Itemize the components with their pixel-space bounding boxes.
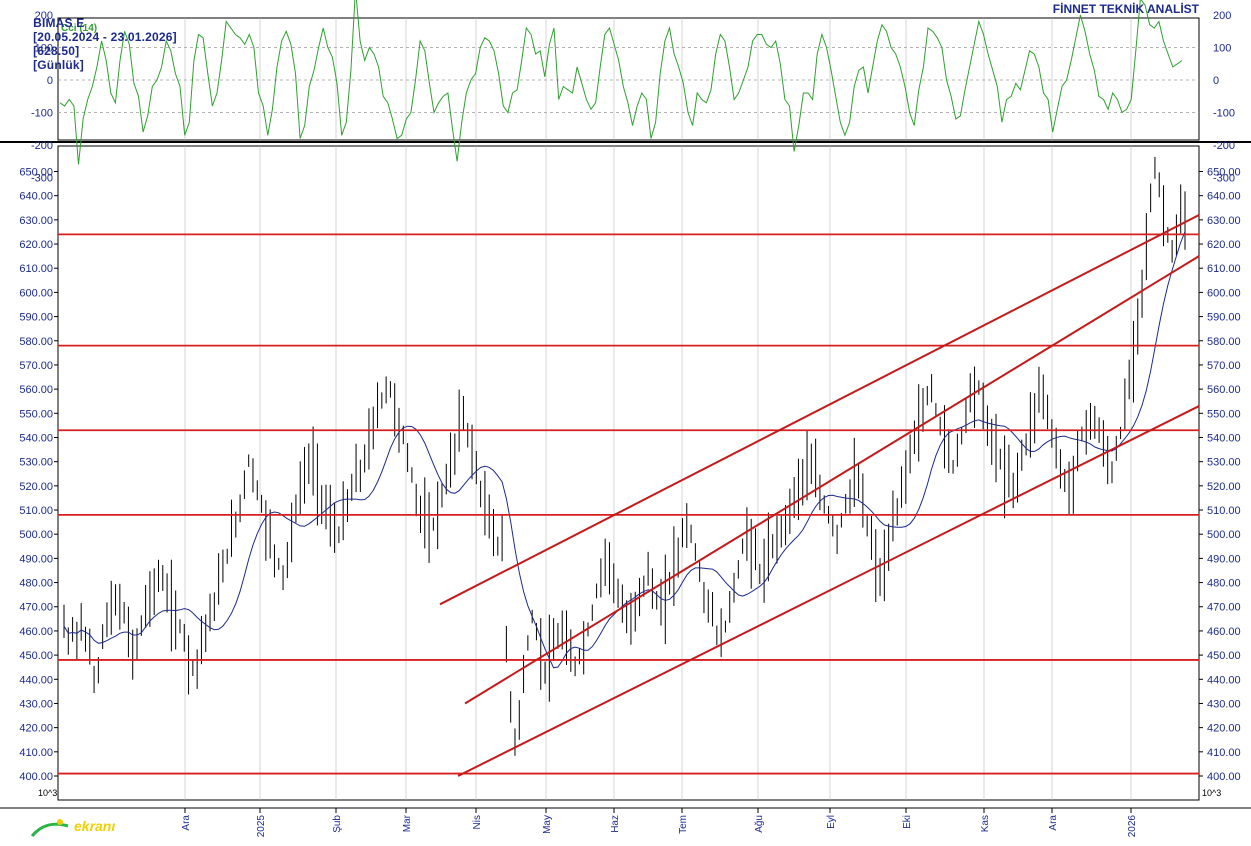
- price-right-tick-label: 640.00: [1207, 191, 1241, 203]
- price-right-tick-label: 460.00: [1207, 626, 1241, 638]
- price-left-tick-label: 530.00: [19, 457, 53, 469]
- price-right-tick-label: 490.00: [1207, 553, 1241, 565]
- price-right-tick-label: 540.00: [1207, 432, 1241, 444]
- cci-right-tick-label: -100: [1213, 108, 1235, 120]
- price-left-tick-label: 440.00: [19, 674, 53, 686]
- cci-right-tick-label: 200: [1213, 10, 1231, 22]
- price-left-tick-label: 600.00: [19, 287, 53, 299]
- price-right-tick-label: 550.00: [1207, 408, 1241, 420]
- moving-average-line: [63, 231, 1186, 669]
- price-right-tick-label: 610.00: [1207, 263, 1241, 275]
- cci-right-tick-label: -300: [1213, 173, 1235, 185]
- left-unit-label: 10^3: [38, 788, 57, 798]
- logo: ekranı: [30, 814, 140, 840]
- price-right-tick-label: 580.00: [1207, 336, 1241, 348]
- date-range-label: [20.05.2024 - 23.01.2026]: [33, 30, 177, 44]
- cci-left-tick-label: -100: [31, 108, 53, 120]
- cci-right-tick-label: 0: [1213, 75, 1219, 87]
- month-label: Kas: [980, 815, 991, 832]
- price-right-tick-label: 570.00: [1207, 360, 1241, 372]
- price-left-tick-label: 640.00: [19, 191, 53, 203]
- price-right-tick-label: 470.00: [1207, 602, 1241, 614]
- price-left-tick-label: 480.00: [19, 578, 53, 590]
- month-label: Eki: [902, 815, 913, 829]
- month-label: 2026: [1127, 815, 1138, 838]
- trend-channel-line: [464, 255, 1200, 705]
- price-left-tick-label: 620.00: [19, 239, 53, 251]
- last-price-label: [628.50]: [33, 44, 80, 58]
- price-right-tick-label: 650.00: [1207, 167, 1241, 179]
- price-left-tick-label: 510.00: [19, 505, 53, 517]
- month-label: 2025: [256, 815, 267, 838]
- month-label: Ağu: [754, 815, 765, 833]
- price-right-tick-label: 600.00: [1207, 287, 1241, 299]
- price-left-tick-label: 520.00: [19, 481, 53, 493]
- price-right-tick-label: 530.00: [1207, 457, 1241, 469]
- price-right-tick-label: 560.00: [1207, 384, 1241, 396]
- cci-right-tick-label: -200: [1213, 140, 1235, 152]
- price-left-tick-label: 490.00: [19, 553, 53, 565]
- month-label: Eyl: [826, 815, 837, 829]
- cci-line: [59, 0, 1183, 165]
- month-label: Ara: [1048, 815, 1059, 831]
- source-label: FİNNET TEKNİK ANALİST: [1052, 2, 1199, 16]
- price-left-tick-label: 610.00: [19, 263, 53, 275]
- price-left-tick-label: 460.00: [19, 626, 53, 638]
- price-left-tick-label: 450.00: [19, 650, 53, 662]
- cci-left-tick-label: 100: [35, 43, 53, 55]
- price-left-tick-label: 560.00: [19, 384, 53, 396]
- price-right-tick-label: 510.00: [1207, 505, 1241, 517]
- instrument-label: BIMAS E: [33, 16, 85, 30]
- price-left-tick-label: 590.00: [19, 312, 53, 324]
- month-label: Şub: [332, 815, 343, 833]
- price-right-tick-label: 430.00: [1207, 698, 1241, 710]
- price-right-tick-label: 420.00: [1207, 723, 1241, 735]
- price-left-tick-label: 500.00: [19, 529, 53, 541]
- cci-left-tick-label: 0: [47, 75, 53, 87]
- price-left-tick-label: 420.00: [19, 723, 53, 735]
- price-left-tick-label: 580.00: [19, 336, 53, 348]
- price-right-tick-label: 400.00: [1207, 771, 1241, 783]
- price-left-tick-label: 430.00: [19, 698, 53, 710]
- price-right-tick-label: 620.00: [1207, 239, 1241, 251]
- price-left-tick-label: 630.00: [19, 215, 53, 227]
- cci-left-tick-label: 200: [35, 10, 53, 22]
- price-right-tick-label: 410.00: [1207, 747, 1241, 759]
- month-label: Haz: [610, 815, 621, 833]
- price-left-tick-label: 540.00: [19, 432, 53, 444]
- cci-right-tick-label: 100: [1213, 43, 1231, 55]
- cci-left-tick-label: -300: [31, 173, 53, 185]
- price-left-tick-label: 470.00: [19, 602, 53, 614]
- price-left-tick-label: 550.00: [19, 408, 53, 420]
- trend-channel-line: [457, 405, 1200, 777]
- cci-panel-frame: [57, 17, 1200, 141]
- chart-header: BIMAS E [20.05.2024 - 23.01.2026] [628.5…: [26, 2, 177, 72]
- price-right-tick-label: 440.00: [1207, 674, 1241, 686]
- price-left-tick-label: 570.00: [19, 360, 53, 372]
- month-label: Nis: [472, 815, 483, 829]
- cci-series-label: Cci (14): [61, 23, 97, 34]
- price-right-tick-label: 500.00: [1207, 529, 1241, 541]
- trend-channel-line: [439, 214, 1200, 606]
- price-right-tick-label: 450.00: [1207, 650, 1241, 662]
- price-right-tick-label: 590.00: [1207, 312, 1241, 324]
- logo-swoosh-icon: [30, 819, 69, 837]
- logo-text: ekranı: [74, 818, 116, 834]
- month-label: May: [542, 815, 553, 834]
- price-left-tick-label: 650.00: [19, 167, 53, 179]
- month-label: Ara: [181, 815, 192, 831]
- price-left-tick-label: 400.00: [19, 771, 53, 783]
- month-label: Tem: [678, 815, 689, 834]
- price-right-tick-label: 480.00: [1207, 578, 1241, 590]
- price-right-tick-label: 630.00: [1207, 215, 1241, 227]
- price-left-tick-label: 410.00: [19, 747, 53, 759]
- right-unit-label: 10^3: [1202, 788, 1221, 798]
- price-panel-frame: [57, 145, 1200, 801]
- month-label: Mar: [402, 814, 413, 832]
- period-label: [Günlük]: [33, 58, 85, 72]
- cci-left-tick-label: -200: [31, 140, 53, 152]
- price-right-tick-label: 520.00: [1207, 481, 1241, 493]
